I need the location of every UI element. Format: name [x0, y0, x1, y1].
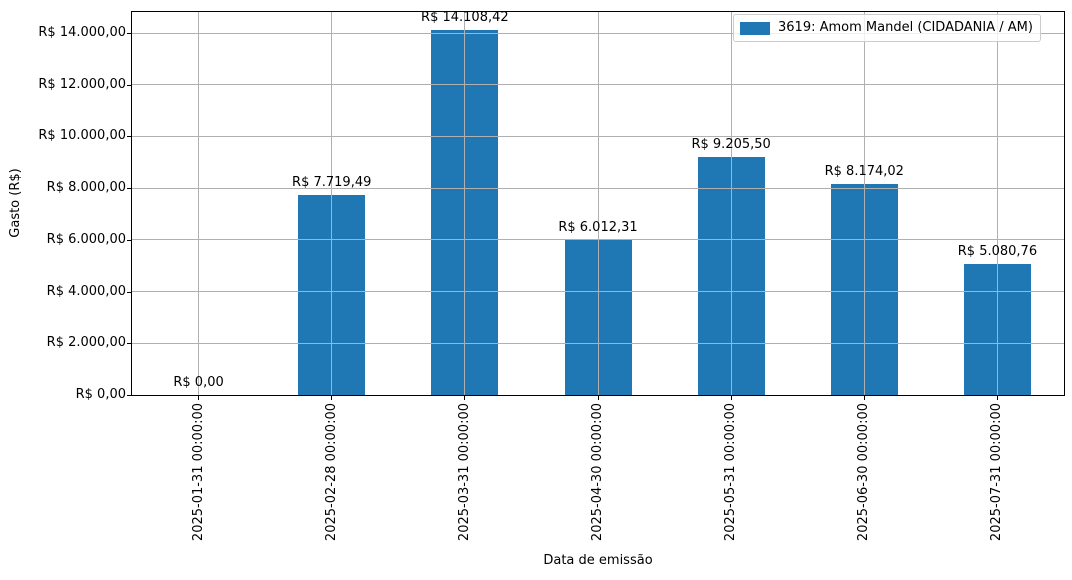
vertical-gridline — [198, 12, 200, 395]
y-tick-label: R$ 4.000,00 — [46, 283, 126, 299]
bar-value-label: R$ 0,00 — [173, 375, 224, 390]
x-tick-mark — [597, 396, 599, 400]
y-tick-label: R$ 0,00 — [75, 387, 126, 402]
vertical-gridline — [996, 12, 998, 395]
y-tick-mark — [127, 395, 131, 396]
legend-label: 3619: Amom Mandel (CIDADANIA / AM) — [778, 20, 1033, 35]
y-tick-mark — [127, 136, 131, 138]
y-tick-label: R$ 10.000,00 — [38, 128, 126, 144]
x-tick-label: 2025-06-30 00:00:00 — [856, 403, 872, 542]
y-axis-label: Gasto (R$) — [8, 168, 23, 238]
vertical-gridline — [331, 12, 333, 395]
y-tick-mark — [127, 343, 131, 345]
y-tick-label: R$ 14.000,00 — [38, 25, 126, 41]
x-tick-mark — [996, 396, 998, 400]
bar-value-label: R$ 8.174,02 — [824, 163, 904, 179]
bar-value-labels-layer: R$ 0,00 R$ 7.719,49 R$ 14.108,42 R$ 6.012,3… — [132, 10, 1064, 395]
y-tick-mark — [127, 84, 131, 86]
y-tick-label: R$ 12.000,00 — [38, 76, 126, 92]
bar-value-label: R$ 9.205,50 — [691, 136, 771, 152]
y-tick-mark — [127, 33, 131, 35]
vertical-gridline — [730, 12, 732, 395]
x-axis-label: Data de emissão — [543, 553, 653, 568]
bar-value-label: R$ 7.719,49 — [292, 175, 372, 191]
grid-layer — [132, 12, 1064, 395]
bar-value-label: R$ 5.080,76 — [957, 243, 1038, 259]
x-tick-label: 2025-04-30 00:00:00 — [590, 403, 605, 542]
x-tick-label: 2025-01-31 00:00:00 — [190, 403, 206, 542]
y-tick-mark — [127, 188, 131, 190]
y-tick-label: R$ 6.000,00 — [46, 231, 126, 247]
bar-value-label: R$ 14.108,42 — [421, 10, 509, 26]
vertical-gridline — [464, 12, 466, 395]
vertical-gridline — [597, 12, 599, 395]
x-tick-mark — [198, 396, 200, 400]
y-tick-label: R$ 8.000,00 — [46, 180, 126, 196]
legend-swatch — [740, 21, 770, 35]
plot-area: R$ 0,00 R$ 7.719,49 R$ 14.108,42 R$ 6.012,3… — [132, 10, 1064, 395]
y-tick-mark — [127, 239, 131, 241]
x-tick-mark — [730, 396, 732, 400]
x-tick-label: 2025-07-31 00:00:00 — [989, 403, 1005, 542]
x-tick-mark — [331, 396, 333, 400]
x-tick-label: 2025-05-31 00:00:00 — [723, 403, 739, 542]
x-tick-label: 2025-03-31 00:00:00 — [456, 403, 472, 542]
x-tick-mark — [863, 396, 865, 400]
y-tick-label: R$ 2.000,00 — [46, 335, 126, 351]
legend: 3619: Amom Mandel (CIDADANIA / AM) — [733, 14, 1041, 42]
bar-value-label: R$ 6.012,31 — [558, 219, 638, 235]
x-tick-mark — [464, 396, 466, 400]
x-tick-label: 2025-02-28 00:00:00 — [323, 403, 339, 542]
y-tick-mark — [127, 291, 131, 293]
vertical-gridline — [863, 12, 865, 395]
